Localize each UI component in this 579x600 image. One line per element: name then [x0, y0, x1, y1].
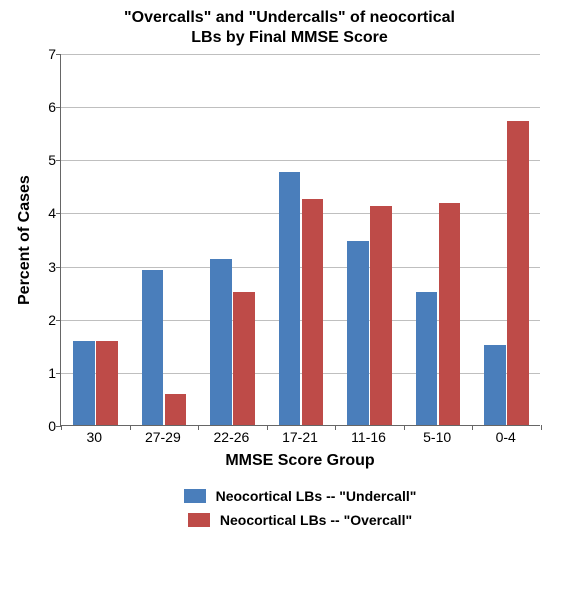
y-tick-label: 4 [48, 205, 56, 221]
chart-title-line1: "Overcalls" and "Undercalls" of neocorti… [124, 9, 455, 26]
legend-item: Neocortical LBs -- "Undercall" [184, 488, 417, 504]
x-tick-mark [541, 425, 542, 430]
bar [73, 341, 95, 425]
bar [347, 241, 369, 425]
bar [370, 206, 392, 425]
bar [439, 203, 461, 425]
grid-line [61, 213, 540, 214]
grid-line [61, 320, 540, 321]
y-tick-label: 3 [48, 259, 56, 275]
grid-line [61, 107, 540, 108]
legend: Neocortical LBs -- "Undercall" Neocortica… [60, 488, 540, 528]
bar [165, 394, 187, 425]
chart-container: "Overcalls" and "Undercalls" of neocorti… [0, 0, 579, 600]
y-tick-mark [56, 213, 61, 214]
x-axis-label: MMSE Score Group [60, 452, 540, 470]
legend-swatch [188, 513, 210, 527]
y-tick-mark [56, 373, 61, 374]
y-tick-label: 2 [48, 312, 56, 328]
legend-label: Neocortical LBs -- "Undercall" [216, 488, 417, 504]
grid-line [61, 373, 540, 374]
bar [416, 292, 438, 425]
bar [484, 345, 506, 425]
y-axis: 01234567 [34, 54, 60, 426]
bar [279, 172, 301, 425]
x-tick-label: 0-4 [496, 429, 516, 445]
x-tick-label: 11-16 [351, 429, 386, 445]
bar [96, 341, 118, 425]
x-tick-label: 5-10 [423, 429, 451, 445]
bar [210, 259, 232, 425]
y-tick-label: 7 [48, 46, 56, 62]
legend-swatch [184, 489, 206, 503]
y-tick-label: 6 [48, 99, 56, 115]
y-tick-mark [56, 54, 61, 55]
legend-label: Neocortical LBs -- "Overcall" [220, 512, 412, 528]
x-tick-label: 17-21 [282, 429, 318, 445]
chart-body: Percent of Cases 01234567 [12, 54, 567, 426]
y-tick-label: 1 [48, 365, 56, 381]
y-tick-mark [56, 267, 61, 268]
x-tick-label: 22-26 [214, 429, 250, 445]
x-tick-label: 27-29 [145, 429, 181, 445]
bar [302, 199, 324, 425]
y-tick-label: 5 [48, 152, 56, 168]
legend-item: Neocortical LBs -- "Overcall" [188, 512, 412, 528]
y-tick-label: 0 [48, 418, 56, 434]
x-tick-labels: 30 27-29 22-26 17-21 11-16 5-10 0-4 [60, 426, 540, 448]
x-tick-label: 30 [86, 429, 102, 445]
grid-line [61, 267, 540, 268]
y-tick-mark [56, 160, 61, 161]
chart-title: "Overcalls" and "Undercalls" of neocorti… [12, 8, 567, 48]
y-tick-mark [56, 320, 61, 321]
grid-line [61, 160, 540, 161]
plot-area [60, 54, 540, 426]
y-tick-mark [56, 107, 61, 108]
chart-title-line2: LBs by Final MMSE Score [191, 29, 387, 46]
bar [142, 270, 164, 425]
bar [233, 292, 255, 425]
grid-line [61, 54, 540, 55]
bar [507, 121, 529, 426]
y-axis-label: Percent of Cases [12, 54, 34, 426]
